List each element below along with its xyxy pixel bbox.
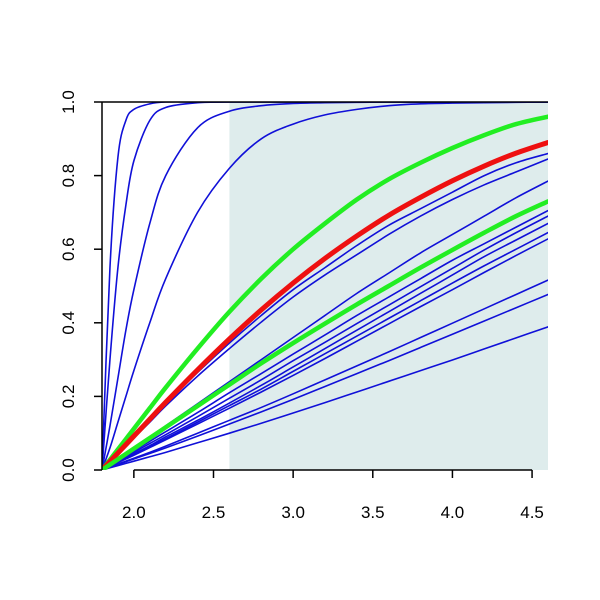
x-tick-label: 3.5 <box>361 503 385 522</box>
y-tick-label: 0.8 <box>59 164 78 188</box>
series-line-15 <box>102 326 548 470</box>
x-tick-label: 4.5 <box>520 503 544 522</box>
series-line-3 <box>102 102 548 470</box>
series-line-1 <box>102 102 548 470</box>
x-tick-label: 4.0 <box>441 503 465 522</box>
x-tick-label: 2.0 <box>122 503 146 522</box>
x-tick-label: 3.0 <box>281 503 305 522</box>
series-line-18 <box>102 199 548 470</box>
y-tick-label: 0.2 <box>59 385 78 409</box>
y-tick-label: 0.4 <box>59 311 78 335</box>
y-tick-label: 1.0 <box>59 90 78 114</box>
series-line-12 <box>102 238 548 470</box>
y-axis: 0.0 0.2 0.4 0.6 0.8 1.0 <box>59 90 102 482</box>
y-tick-label: 0.6 <box>59 237 78 261</box>
series-layer <box>102 102 548 470</box>
x-axis: 2.0 2.5 3.0 3.5 4.0 4.5 <box>122 469 544 522</box>
series-line-16 <box>102 114 548 470</box>
series-line-14 <box>102 293 548 470</box>
series-line-4 <box>102 102 548 470</box>
series-line-2 <box>102 102 548 470</box>
x-tick-label: 2.5 <box>202 503 226 522</box>
y-tick-label: 0.0 <box>59 458 78 482</box>
series-line-9 <box>102 215 548 470</box>
series-line-17 <box>102 139 548 470</box>
